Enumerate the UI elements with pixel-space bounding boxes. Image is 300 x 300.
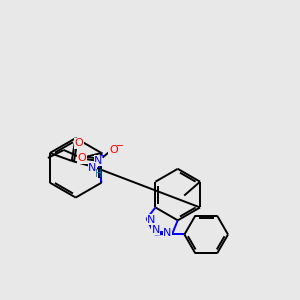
Text: N: N [88, 163, 97, 173]
Text: N: N [152, 224, 160, 235]
Text: O: O [74, 138, 83, 148]
Text: O: O [77, 154, 86, 164]
Text: N: N [94, 156, 103, 166]
Text: H: H [95, 169, 102, 179]
Text: −: − [116, 141, 124, 151]
Text: O: O [109, 145, 118, 155]
Text: N: N [163, 228, 172, 238]
Text: N: N [147, 215, 156, 225]
Text: +: + [98, 152, 105, 160]
Text: O: O [77, 153, 86, 163]
